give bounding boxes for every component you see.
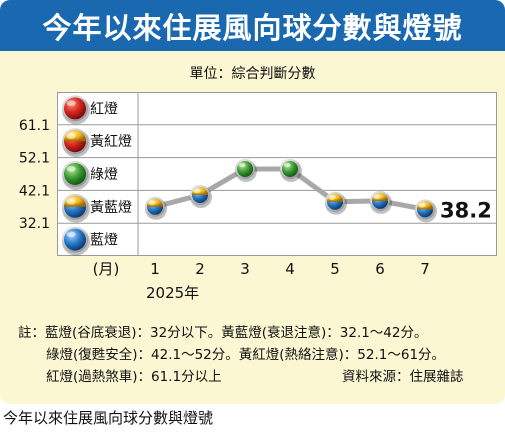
x-tick-label: 4 (285, 260, 295, 278)
x-tick-label: 7 (420, 260, 430, 278)
band-label-5: 藍燈 (90, 233, 118, 249)
y-tick-label: 32.1 (19, 216, 50, 232)
y-tick-label: 61.1 (19, 118, 50, 134)
plot-area (57, 92, 497, 256)
blue-light-icon (62, 226, 90, 256)
data-point-1 (145, 196, 167, 220)
x-axis-label: (月) (93, 260, 120, 278)
note-line-2: 綠燈(復甦安全)：42.1～52分。黃紅燈(熱絡注意)：52.1～61分。 (46, 347, 446, 363)
y-tick-label: 52.1 (19, 151, 50, 167)
year-label: 2025年 (146, 284, 199, 302)
green-light-icon (62, 161, 90, 190)
x-tick-labels: (月) 1 2 3 4 5 6 7 2025年 (93, 260, 430, 302)
x-tick-label: 2 (195, 260, 205, 278)
data-point-2 (190, 185, 212, 209)
score-series: 38.2 (145, 158, 492, 223)
data-point-3 (235, 158, 257, 182)
chart-panel: 今年以來住展風向球分數與燈號 單位：綜合判斷分數 紅燈 黃紅燈 綠燈 黃藍燈 藍燈 61… (0, 0, 505, 404)
data-point-7 (415, 199, 437, 223)
red-light-icon (62, 95, 90, 125)
unit-label: 單位：綜合判斷分數 (189, 66, 316, 82)
image-caption: 今年以來住展風向球分數與燈號 (3, 409, 214, 427)
data-point-4 (280, 158, 302, 182)
x-tick-label: 1 (150, 260, 160, 278)
y-tick-labels: 61.1 52.1 42.1 32.1 (19, 118, 50, 232)
band-label-2: 黃紅燈 (90, 134, 132, 150)
band-label-1: 紅燈 (90, 101, 118, 117)
chart-title: 今年以來住展風向球分數與燈號 (42, 10, 463, 45)
y-tick-label: 42.1 (19, 183, 50, 199)
x-tick-label: 5 (330, 260, 340, 278)
data-point-6 (370, 190, 392, 214)
yellow-red-light-icon (62, 128, 90, 158)
title-banner: 今年以來住展風向球分數與燈號 (0, 0, 505, 51)
source-note: 資料來源：住展雜誌 (342, 369, 464, 385)
band-label-3: 綠燈 (90, 167, 118, 183)
x-tick-label: 3 (240, 260, 250, 278)
yellow-blue-light-icon (62, 193, 90, 223)
grid-lines (57, 92, 497, 256)
band-label-4: 黃藍燈 (90, 200, 132, 216)
end-value-label: 38.2 (440, 198, 492, 222)
note-line-3: 紅燈(過熱煞車)：61.1分以上 (46, 369, 222, 385)
x-tick-label: 6 (375, 260, 385, 278)
data-point-5 (325, 191, 347, 215)
note-line-1: 註：藍燈(谷底衰退)：32分以下。黃藍燈(衰退注意)：32.1～42分。 (18, 325, 428, 341)
